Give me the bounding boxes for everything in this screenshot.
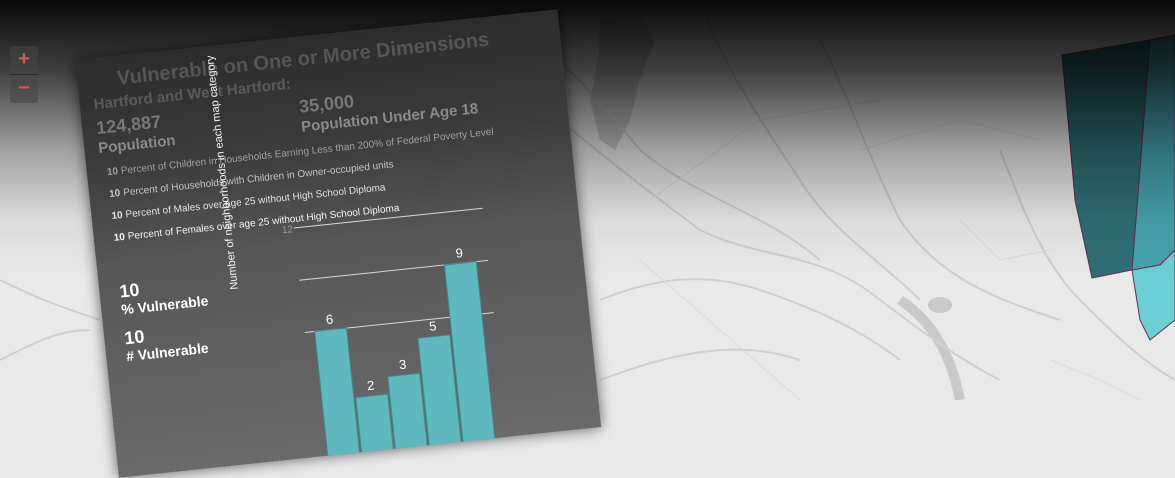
- zoom-in-button[interactable]: +: [18, 48, 30, 70]
- indicator-value: 10: [106, 166, 119, 179]
- chart-gridline: [293, 207, 483, 229]
- pond-shape: [928, 297, 952, 313]
- info-panel: Vulnerable on One or More Dimensions Har…: [75, 9, 602, 478]
- chart-data-label: 6: [325, 311, 334, 327]
- indicator-value: 10: [108, 188, 121, 201]
- chart-data-label: 9: [455, 245, 464, 261]
- chart-data-label: 5: [428, 318, 437, 334]
- zoom-control: + −: [10, 46, 38, 103]
- chart-tick-label: 12: [281, 224, 294, 236]
- indicator-value: 10: [113, 231, 126, 244]
- neighborhood-bar-chart: 12 6 2 3 5 9: [281, 207, 498, 477]
- chart-data-label: 3: [398, 357, 407, 373]
- zoom-out-button[interactable]: −: [10, 74, 38, 103]
- chart-bar[interactable]: [355, 393, 397, 473]
- indicator-value: 10: [110, 209, 124, 223]
- chart-bar[interactable]: [314, 327, 363, 477]
- chart-data-label: 2: [366, 378, 375, 394]
